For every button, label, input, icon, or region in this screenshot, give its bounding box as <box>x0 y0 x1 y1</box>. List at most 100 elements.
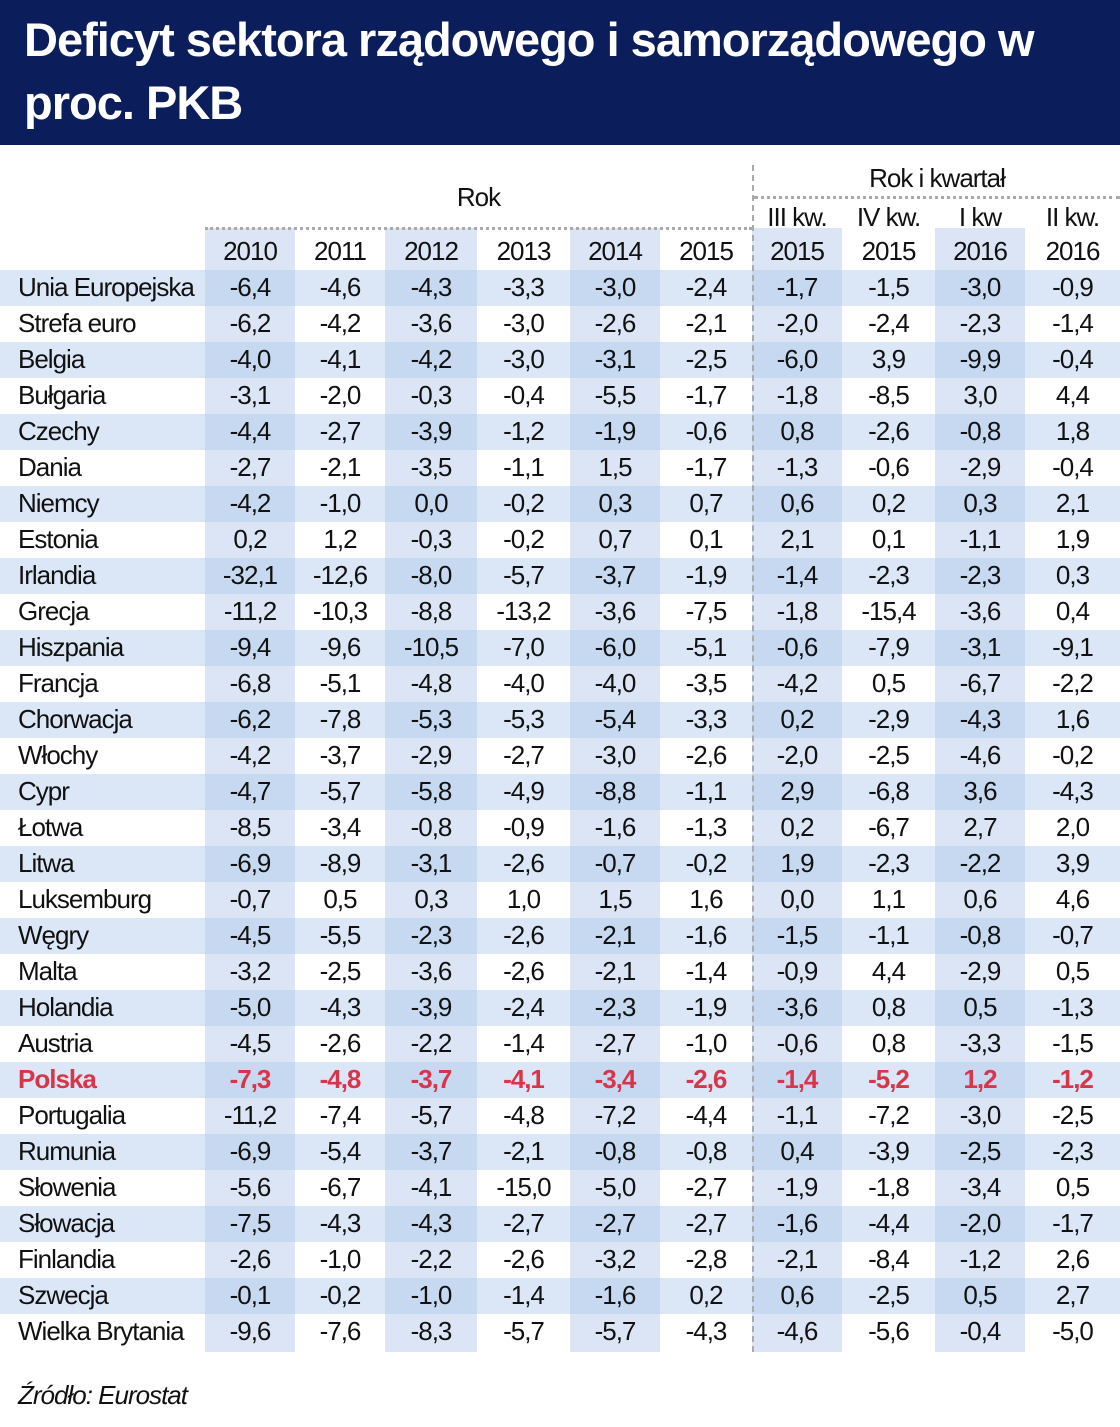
table-cell: -5,7 <box>410 1100 453 1130</box>
table-cell: -1,7 <box>685 380 728 410</box>
table-cell: 2,1 <box>780 524 814 554</box>
table-cell: -5,7 <box>319 776 362 806</box>
table-cell: -2,1 <box>594 956 637 986</box>
table-row: Irlandia -32,1 -12,6 -8,0 -5,7 -3,7 -1,9 -1,4 -2… <box>0 558 1120 594</box>
table-cell: -0,6 <box>776 632 819 662</box>
table-cell: -1,4 <box>776 1064 819 1094</box>
table-cell: -3,6 <box>776 992 819 1022</box>
table-cell: -2,1 <box>319 452 362 482</box>
table-row: Chorwacja -6,2 -7,8 -5,3 -5,3 -5,4 -3,3 0,2 -2,9… <box>0 702 1120 738</box>
table-cell: 2,1 <box>1055 488 1090 518</box>
table-cell: -2,7 <box>319 416 362 446</box>
table-cell: -0,6 <box>776 1028 819 1058</box>
table-cell: -2,6 <box>594 308 637 338</box>
table-cell: 2,6 <box>1055 1244 1090 1274</box>
table-cell: -2,7 <box>503 1208 545 1238</box>
row-label: Strefa euro <box>18 308 137 338</box>
table-cell: -0,4 <box>503 380 545 410</box>
table-cell: -4,0 <box>503 668 545 698</box>
table-cell: -2,1 <box>594 920 637 950</box>
table-cell: -1,7 <box>1052 1208 1094 1238</box>
table-cell: 0,8 <box>871 992 906 1022</box>
table-cell: -8,4 <box>868 1244 910 1274</box>
row-band <box>0 990 1120 1026</box>
row-label: Dania <box>18 452 82 482</box>
table-cell: -1,4 <box>1052 308 1094 338</box>
table-cell: 0,5 <box>963 992 997 1022</box>
column-header-bottom: 2015 <box>679 236 734 266</box>
row-band <box>0 486 1120 522</box>
table-cell: -1,8 <box>868 1172 910 1202</box>
row-label: Austria <box>18 1028 93 1058</box>
table-cell: -5,3 <box>410 704 453 734</box>
column-header-bottom: 2010 <box>223 236 278 266</box>
row-band <box>0 1206 1120 1242</box>
table-cell: -8,0 <box>410 560 453 590</box>
table-cell: 0,0 <box>780 884 814 914</box>
quarter-group-underline <box>754 196 1120 199</box>
table-cell: -2,0 <box>776 740 819 770</box>
table-cell: -0,4 <box>959 1316 1002 1346</box>
table-cell: -3,1 <box>229 380 272 410</box>
table-cell: 0,2 <box>780 704 814 734</box>
table-cell: -2,1 <box>685 308 728 338</box>
table-cell: -9,4 <box>229 632 272 662</box>
row-label: Polska <box>18 1064 97 1094</box>
table-cell: -0,8 <box>959 920 1002 950</box>
row-band <box>0 918 1120 954</box>
table-cell: -1,9 <box>594 416 637 446</box>
table-cell: -6,7 <box>868 812 910 842</box>
table-cell: -7,5 <box>229 1208 272 1238</box>
table-cell: -2,2 <box>410 1244 453 1274</box>
table-cell: -7,6 <box>319 1316 362 1346</box>
row-band <box>0 846 1120 882</box>
table-cell: -0,2 <box>685 848 728 878</box>
table-cell: -1,6 <box>776 1208 819 1238</box>
table-cell: -3,0 <box>503 344 545 374</box>
table-row: Finlandia -2,6 -1,0 -2,2 -2,6 -3,2 -2,8 -2,1 -8,… <box>0 1242 1120 1278</box>
table-cell: -2,7 <box>503 740 545 770</box>
table-cell: -2,0 <box>776 308 819 338</box>
row-label: Grecja <box>18 596 90 626</box>
row-label: Estonia <box>18 524 99 554</box>
table-cell: -3,4 <box>319 812 362 842</box>
table-cell: -5,4 <box>319 1136 362 1166</box>
table-cell: -5,7 <box>503 560 545 590</box>
table-cell: 0,5 <box>323 884 357 914</box>
table-cell: -3,0 <box>959 1100 1002 1130</box>
table-cell: -5,0 <box>1052 1316 1094 1346</box>
row-label: Finlandia <box>18 1244 116 1274</box>
table-cell: -3,0 <box>503 308 545 338</box>
table-cell: -0,4 <box>1052 344 1094 374</box>
table-cell: -1,1 <box>776 1100 819 1130</box>
table-cell: -10,3 <box>312 596 368 626</box>
table-cell: -8,8 <box>410 596 453 626</box>
table-cell: -8,5 <box>229 812 272 842</box>
row-band <box>0 414 1120 450</box>
table-cell: -32,1 <box>222 560 278 590</box>
table-cell: -1,9 <box>685 992 728 1022</box>
table-cell: -4,1 <box>319 344 362 374</box>
table-cell: -1,3 <box>776 452 819 482</box>
year-group-underline <box>205 227 752 230</box>
table-cell: -5,6 <box>868 1316 910 1346</box>
table-cell: -4,2 <box>776 668 819 698</box>
table-row: Francja -6,8 -5,1 -4,8 -4,0 -4,0 -3,5 -4,2 0,5 -6… <box>0 666 1120 702</box>
table-row: Słowacja -7,5 -4,3 -4,3 -2,7 -2,7 -2,7 -1,6 -4,4… <box>0 1206 1120 1242</box>
row-label: Szwecja <box>18 1280 109 1310</box>
row-label: Holandia <box>18 992 114 1022</box>
table-cell: 1,5 <box>598 452 632 482</box>
table-cell: -4,6 <box>959 740 1002 770</box>
table-cell: -2,9 <box>959 452 1002 482</box>
table-cell: -8,9 <box>319 848 362 878</box>
table-cell: -2,6 <box>503 848 545 878</box>
table-cell: -0,8 <box>594 1136 637 1166</box>
table-cell: -2,7 <box>594 1208 637 1238</box>
table-cell: -2,6 <box>685 1064 728 1094</box>
table-cell: -8,5 <box>868 380 910 410</box>
table-cell: 0,2 <box>780 812 814 842</box>
table-cell: -1,4 <box>503 1280 545 1310</box>
table-cell: 4,4 <box>871 956 906 986</box>
table-row: Belgia -4,0 -4,1 -4,2 -3,0 -3,1 -2,5 -6,0 3,9 -9,… <box>0 342 1120 378</box>
